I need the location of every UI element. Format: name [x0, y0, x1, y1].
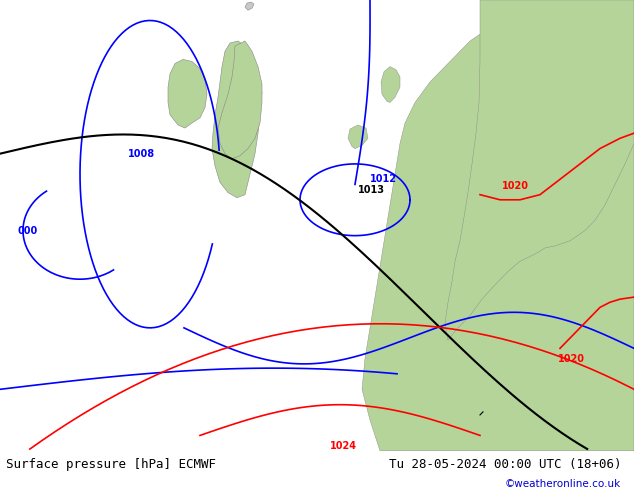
Polygon shape	[168, 59, 207, 128]
Polygon shape	[245, 2, 254, 10]
Text: Surface pressure [hPa] ECMWF: Surface pressure [hPa] ECMWF	[6, 458, 216, 471]
Polygon shape	[362, 0, 634, 451]
Text: 1020: 1020	[558, 354, 585, 364]
Text: 1012: 1012	[370, 174, 397, 184]
Polygon shape	[218, 41, 262, 159]
Text: 1020: 1020	[502, 181, 529, 192]
Polygon shape	[445, 0, 634, 340]
Text: 000: 000	[18, 225, 38, 236]
Text: 1008: 1008	[128, 148, 155, 159]
Text: ©weatheronline.co.uk: ©weatheronline.co.uk	[505, 479, 621, 489]
Text: 1013: 1013	[358, 185, 385, 195]
Polygon shape	[348, 125, 368, 148]
Text: Tu 28-05-2024 00:00 UTC (18+06): Tu 28-05-2024 00:00 UTC (18+06)	[389, 458, 621, 471]
Polygon shape	[381, 67, 400, 102]
Polygon shape	[212, 41, 262, 198]
Text: 1024: 1024	[330, 441, 357, 451]
